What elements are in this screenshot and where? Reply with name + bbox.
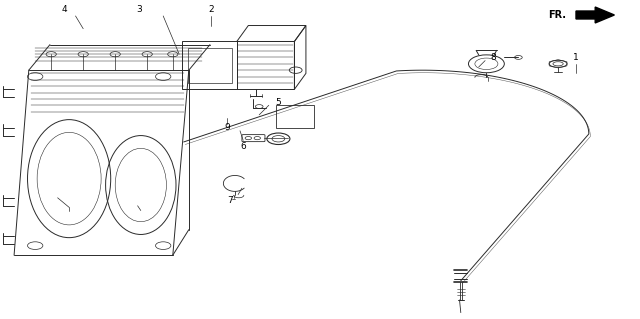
Text: 3: 3 (137, 5, 142, 14)
Text: 7: 7 (228, 197, 233, 205)
Text: 6: 6 (241, 142, 246, 151)
FancyArrow shape (576, 7, 614, 23)
Text: 4: 4 (61, 5, 67, 14)
Text: 2: 2 (209, 5, 214, 14)
Text: 1: 1 (573, 53, 579, 62)
Text: 5: 5 (276, 98, 281, 107)
Text: 9: 9 (225, 123, 230, 132)
Text: 8: 8 (490, 53, 495, 62)
Text: FR.: FR. (548, 10, 566, 20)
